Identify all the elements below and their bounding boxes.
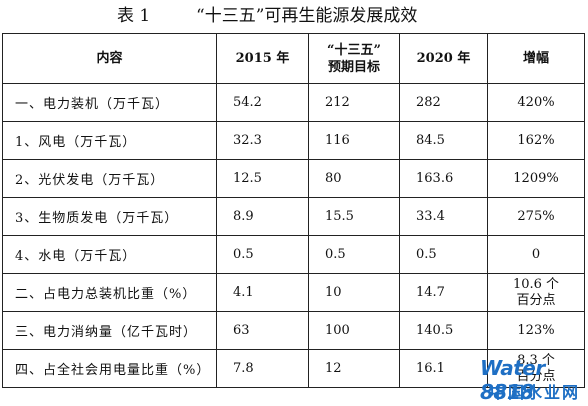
cell-2020: 33.4 <box>399 197 488 236</box>
row-label: 3、生物质发电（万千瓦） <box>2 197 217 236</box>
cell-growth: 162% <box>487 121 585 160</box>
cell-plan: 212 <box>308 83 400 122</box>
cell-growth: 0 <box>487 235 585 274</box>
renewable-energy-table: 内容 2015 年 “十三五” 预期目标 2020 年 增幅 一、电力装机（万千… <box>2 33 585 388</box>
table-row: 3、生物质发电（万千瓦） 8.9 15.5 33.4 275% <box>2 197 585 236</box>
cell-growth: 420% <box>487 83 585 122</box>
cell-growth: 1209% <box>487 159 585 198</box>
cell-2020: 16.1 <box>399 349 488 388</box>
cell-plan: 100 <box>308 311 400 350</box>
row-label: 四、占全社会用电量比重（%） <box>2 349 217 388</box>
row-label: 1、风电（万千瓦） <box>2 121 217 160</box>
cell-plan: 116 <box>308 121 400 160</box>
header-content: 内容 <box>2 33 217 84</box>
header-plan: “十三五” 预期目标 <box>308 33 400 84</box>
row-label: 一、电力装机（万千瓦） <box>2 83 217 122</box>
header-2015: 2015 年 <box>216 33 309 84</box>
cell-2015: 8.9 <box>216 197 309 236</box>
row-label: 二、占电力总装机比重（%） <box>2 273 217 312</box>
table-row: 一、电力装机（万千瓦） 54.2 212 282 420% <box>2 83 585 122</box>
cell-2020: 140.5 <box>399 311 488 350</box>
table-row: 三、电力消纳量（亿千瓦时） 63 100 140.5 123% <box>2 311 585 350</box>
row-label: 4、水电（万千瓦） <box>2 235 217 274</box>
cell-2015: 4.1 <box>216 273 309 312</box>
cell-plan: 12 <box>308 349 400 388</box>
cell-2015: 32.3 <box>216 121 309 160</box>
cell-plan: 10 <box>308 273 400 312</box>
table-row: 二、占电力总装机比重（%） 4.1 10 14.7 10.6 个百分点 <box>2 273 585 312</box>
cell-growth: 10.6 个百分点 <box>487 273 585 312</box>
table-row: 1、风电（万千瓦） 32.3 116 84.5 162% <box>2 121 585 160</box>
header-plan-line2: 预期目标 <box>327 59 380 75</box>
cell-2020: 14.7 <box>399 273 488 312</box>
cell-growth: 8.3 个百分点 <box>487 349 585 388</box>
cell-2015: 12.5 <box>216 159 309 198</box>
cell-2015: 0.5 <box>216 235 309 274</box>
cell-2015: 7.8 <box>216 349 309 388</box>
cell-2020: 0.5 <box>399 235 488 274</box>
table-caption: 表 1 “十三五”可再生能源发展成效 <box>0 4 588 28</box>
table-row: 2、光伏发电（万千瓦） 12.5 80 163.6 1209% <box>2 159 585 198</box>
header-plan-line1: “十三五” <box>327 42 381 58</box>
cell-2015: 54.2 <box>216 83 309 122</box>
row-label: 三、电力消纳量（亿千瓦时） <box>2 311 217 350</box>
cell-2015: 63 <box>216 311 309 350</box>
header-row: 内容 2015 年 “十三五” 预期目标 2020 年 增幅 <box>2 33 585 84</box>
cell-plan: 0.5 <box>308 235 400 274</box>
table-row: 4、水电（万千瓦） 0.5 0.5 0.5 0 <box>2 235 585 274</box>
cell-plan: 80 <box>308 159 400 198</box>
table-row: 四、占全社会用电量比重（%） 7.8 12 16.1 8.3 个百分点 <box>2 349 585 388</box>
header-2020: 2020 年 <box>399 33 488 84</box>
cell-growth: 123% <box>487 311 585 350</box>
cell-2020: 163.6 <box>399 159 488 198</box>
cell-plan: 15.5 <box>308 197 400 236</box>
table-title: “十三五”可再生能源发展成效 <box>196 6 418 26</box>
cell-2020: 84.5 <box>399 121 488 160</box>
header-growth: 增幅 <box>487 33 585 84</box>
cell-2020: 282 <box>399 83 488 122</box>
cell-growth: 275% <box>487 197 585 236</box>
table-number: 表 1 <box>117 6 151 26</box>
row-label: 2、光伏发电（万千瓦） <box>2 159 217 198</box>
